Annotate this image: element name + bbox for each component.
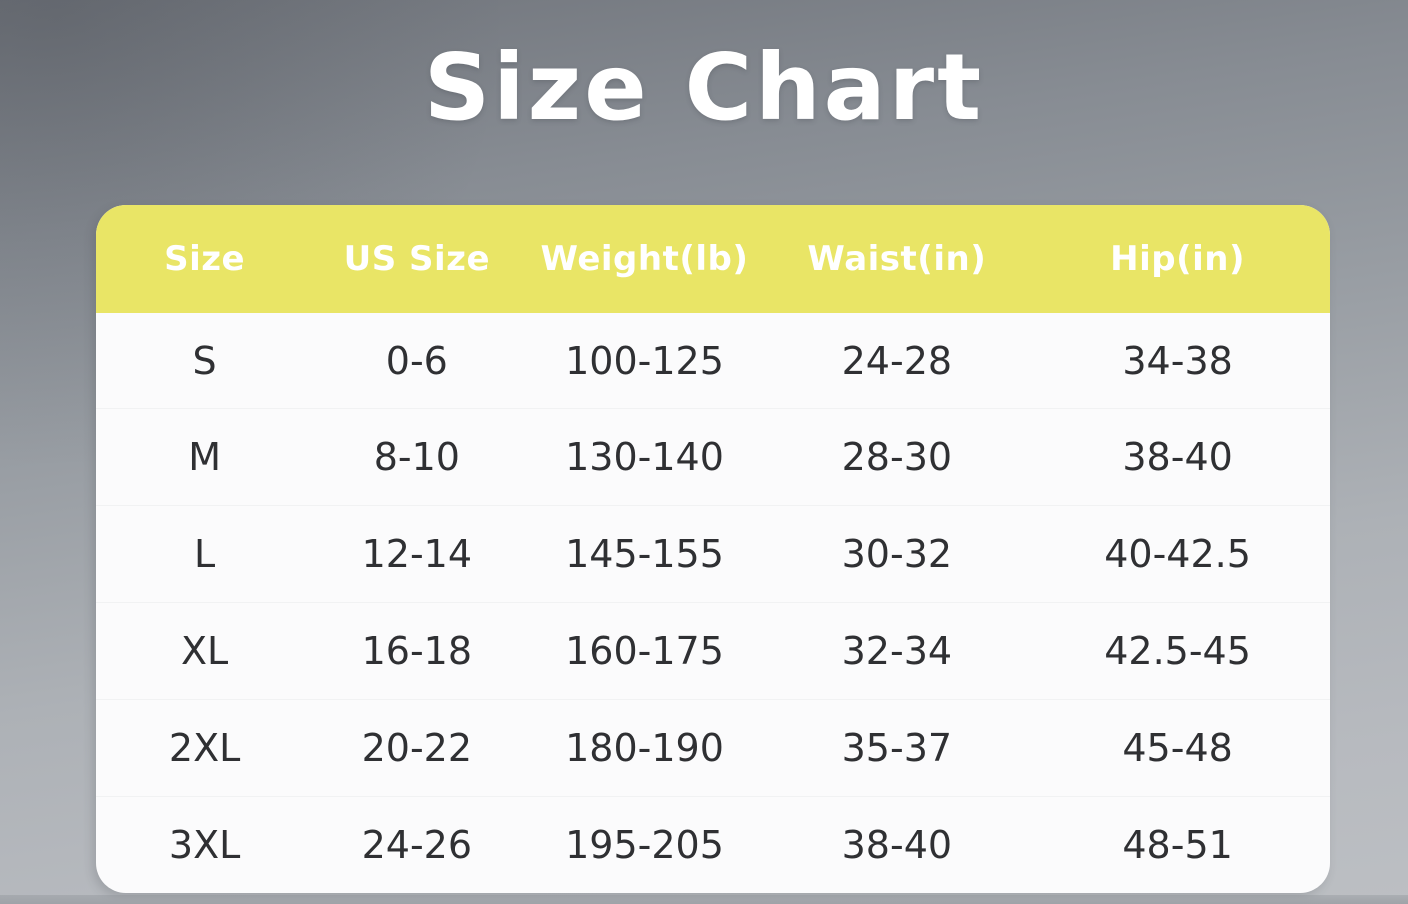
- column-header-us-size: US Size: [343, 239, 491, 279]
- table-cell: 12-14: [361, 532, 473, 577]
- table-cell: 35-37: [841, 726, 953, 771]
- column-header-weight: Weight(lb): [540, 239, 749, 279]
- table-cell: 0-6: [385, 338, 448, 383]
- table-cell: M: [188, 435, 221, 480]
- table-cell: 42.5-45: [1104, 629, 1251, 674]
- table-cell: 28-30: [841, 435, 953, 480]
- column-header-size: Size: [164, 239, 246, 279]
- table-cell: 24-26: [361, 823, 473, 868]
- table-row: M 8-10 130-140 28-30 38-40: [96, 408, 1330, 506]
- table-cell: 32-34: [841, 629, 953, 674]
- column-header-hip: Hip(in): [1110, 239, 1246, 279]
- table-cell: 20-22: [361, 726, 473, 771]
- table-row: 3XL 24-26 195-205 38-40 48-51: [96, 796, 1330, 893]
- size-chart-card: Size US Size Weight(lb) Waist(in) Hip(in…: [96, 205, 1330, 893]
- table-row: 2XL 20-22 180-190 35-37 45-48: [96, 699, 1330, 797]
- table-body: S 0-6 100-125 24-28 34-38 M 8-10 130-140 28-30 38…: [96, 313, 1330, 893]
- table-row: XL 16-18 160-175 32-34 42.5-45: [96, 602, 1330, 700]
- table-cell: 8-10: [373, 435, 460, 480]
- table-cell: 48-51: [1122, 823, 1233, 868]
- table-cell: 195-205: [565, 823, 724, 868]
- page-title: Size Chart: [423, 34, 985, 141]
- table-row: S 0-6 100-125 24-28 34-38: [96, 313, 1330, 409]
- table-row: L 12-14 145-155 30-32 40-42.5: [96, 505, 1330, 603]
- table-cell: 34-38: [1122, 338, 1233, 383]
- table-cell: 16-18: [361, 629, 473, 674]
- table-cell: 100-125: [565, 338, 724, 383]
- size-chart-table: Size US Size Weight(lb) Waist(in) Hip(in…: [96, 205, 1330, 893]
- table-cell: 30-32: [841, 532, 953, 577]
- table-cell: 40-42.5: [1104, 532, 1251, 577]
- floor-shadow-strip: [0, 895, 1408, 904]
- table-cell: 38-40: [841, 823, 953, 868]
- table-cell: 180-190: [565, 726, 724, 771]
- table-cell: 145-155: [565, 532, 724, 577]
- table-cell: S: [192, 338, 217, 383]
- table-cell: 2XL: [168, 726, 241, 771]
- table-cell: XL: [180, 629, 229, 674]
- table-cell: 38-40: [1122, 435, 1233, 480]
- table-cell: 130-140: [565, 435, 724, 480]
- table-cell: L: [194, 532, 216, 577]
- table-cell: 160-175: [565, 629, 724, 674]
- table-cell: 45-48: [1122, 726, 1233, 771]
- table-header-row: Size US Size Weight(lb) Waist(in) Hip(in…: [96, 205, 1330, 313]
- column-header-waist: Waist(in): [807, 239, 987, 279]
- table-cell: 24-28: [841, 338, 953, 383]
- table-cell: 3XL: [168, 823, 241, 868]
